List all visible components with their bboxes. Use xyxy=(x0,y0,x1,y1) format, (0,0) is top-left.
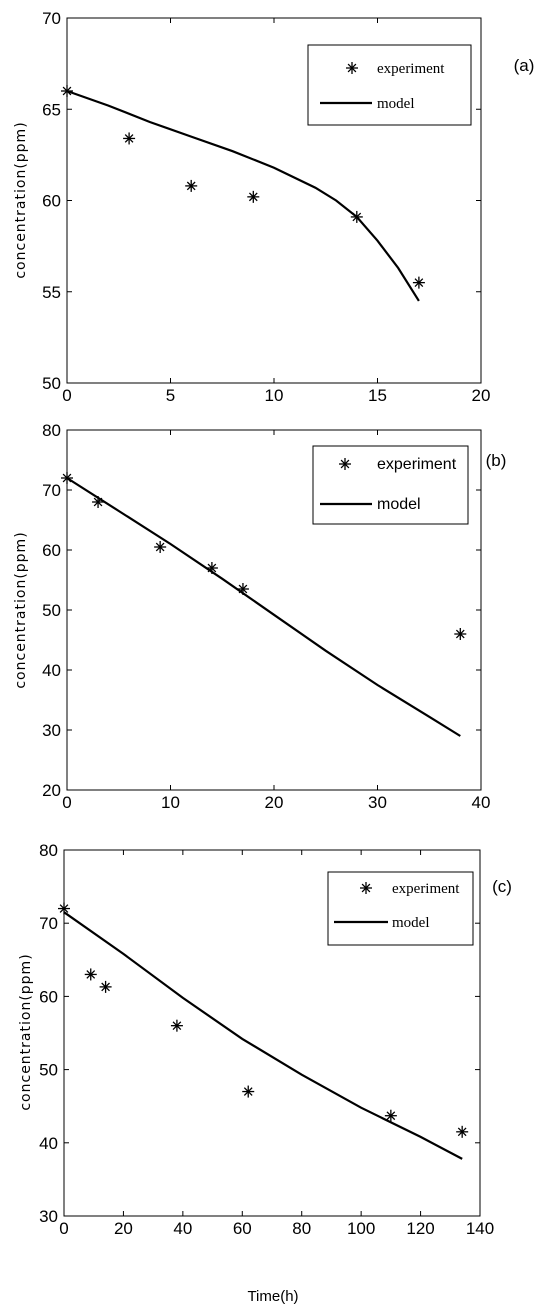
series-line-model xyxy=(66,477,461,737)
y-tick-label: 30 xyxy=(42,721,61,740)
y-axis-label: concentration(ppm) xyxy=(13,531,29,688)
data-point-experiment xyxy=(170,1019,183,1032)
legend-marker-experiment xyxy=(339,458,351,470)
legend-label-model: model xyxy=(392,915,430,931)
y-tick-label: 60 xyxy=(42,192,61,211)
plot-area xyxy=(63,849,481,1217)
y-tick-label: 65 xyxy=(42,100,61,119)
x-tick-label: 80 xyxy=(292,1219,311,1238)
chart-panel-1: 0 5 10 15 20 50 55 60 65 70 concentration(ppm) (a) e… xyxy=(13,9,534,405)
legend-label-experiment: experiment xyxy=(377,456,457,473)
panel-label: (a) xyxy=(514,56,535,75)
legend-box xyxy=(327,871,474,946)
x-tick-label: 100 xyxy=(347,1219,375,1238)
x-tick-label: 40 xyxy=(173,1219,192,1238)
data-point-experiment xyxy=(412,276,425,289)
y-tick-label: 30 xyxy=(39,1207,58,1226)
legend: experiment model xyxy=(307,44,472,126)
y-axis-label: concentration(ppm) xyxy=(18,953,34,1110)
x-tick-label: 10 xyxy=(265,386,284,405)
panel-label: (c) xyxy=(492,877,512,896)
data-point-experiment xyxy=(247,190,260,203)
data-point-experiment xyxy=(384,1109,397,1122)
y-tick-label: 50 xyxy=(39,1061,58,1080)
legend-label-model: model xyxy=(377,96,415,112)
y-tick-label: 55 xyxy=(42,283,61,302)
data-point-experiment xyxy=(99,980,112,993)
y-tick-label: 50 xyxy=(42,601,61,620)
data-point-experiment xyxy=(454,628,467,640)
y-tick-label: 40 xyxy=(39,1134,58,1153)
x-tick-label: 0 xyxy=(62,386,71,405)
panel-label: (b) xyxy=(486,451,507,470)
x-tick-label: 60 xyxy=(233,1219,252,1238)
y-tick-label: 60 xyxy=(39,987,58,1006)
x-tick-label: 15 xyxy=(368,386,387,405)
data-point-experiment xyxy=(242,1085,255,1098)
y-tick-label: 60 xyxy=(42,541,61,560)
x-tick-label: 0 xyxy=(62,793,71,812)
y-tick-label: 20 xyxy=(42,781,61,800)
x-tick-label: 40 xyxy=(472,793,491,812)
x-tick-label: 5 xyxy=(166,386,175,405)
data-point-experiment xyxy=(185,179,198,192)
x-axis-label: Time(h) xyxy=(247,1288,298,1305)
y-tick-label: 70 xyxy=(42,481,61,500)
x-tick-label: 120 xyxy=(406,1219,434,1238)
x-tick-label: 0 xyxy=(59,1219,68,1238)
y-tick-label: 70 xyxy=(42,9,61,28)
x-tick-label: 30 xyxy=(368,793,387,812)
x-tick-label: 20 xyxy=(472,386,491,405)
legend-label-experiment: experiment xyxy=(377,61,445,77)
data-point-experiment xyxy=(123,132,136,145)
data-point-experiment xyxy=(84,968,97,981)
series-line-model xyxy=(63,911,463,1160)
legend: experiment model xyxy=(312,445,469,525)
legend-box xyxy=(312,445,469,525)
legend-marker-experiment xyxy=(346,62,358,74)
y-tick-label: 50 xyxy=(42,374,61,393)
data-point-experiment xyxy=(92,496,105,508)
legend-box xyxy=(307,44,472,126)
y-tick-label: 40 xyxy=(42,661,61,680)
data-point-experiment xyxy=(154,541,167,553)
y-tick-label: 80 xyxy=(39,841,58,860)
x-tick-label: 10 xyxy=(161,793,180,812)
chart-panel-2: 0 10 20 30 40 20 30 40 50 60 70 80 concentration(ppm… xyxy=(13,421,506,812)
chart-panel-3: 0 20 40 60 80 100 120 140 30 40 50 60 70 80 concentrat… xyxy=(18,841,512,1305)
y-tick-label: 80 xyxy=(42,421,61,440)
y-axis-label: concentration(ppm) xyxy=(13,121,29,278)
legend-label-model: model xyxy=(377,496,421,513)
y-tick-label: 70 xyxy=(39,914,58,933)
legend-label-experiment: experiment xyxy=(392,881,460,897)
data-point-experiment xyxy=(456,1125,469,1138)
x-tick-label: 140 xyxy=(466,1219,494,1238)
x-tick-label: 20 xyxy=(114,1219,133,1238)
x-tick-label: 20 xyxy=(265,793,284,812)
legend: experiment model xyxy=(327,871,474,946)
legend-marker-experiment xyxy=(360,882,372,894)
series-line-model xyxy=(66,89,420,302)
